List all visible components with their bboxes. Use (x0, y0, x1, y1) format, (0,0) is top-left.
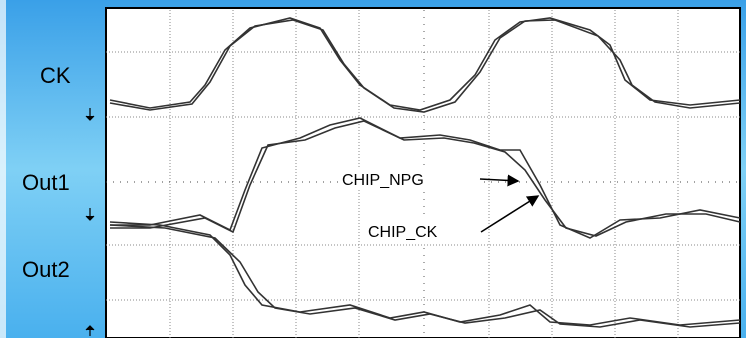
left-strip (0, 0, 6, 338)
annotation: CHIP_NPG (342, 172, 424, 189)
annotation: CHIP_CK (368, 224, 438, 241)
screenshot: CK Out1 Out2 CHIP_NPG CHIP_CK (0, 0, 746, 338)
channel-label: CK (40, 63, 71, 88)
channel-label: Out1 (22, 170, 70, 195)
channel-label: Out2 (22, 257, 70, 282)
